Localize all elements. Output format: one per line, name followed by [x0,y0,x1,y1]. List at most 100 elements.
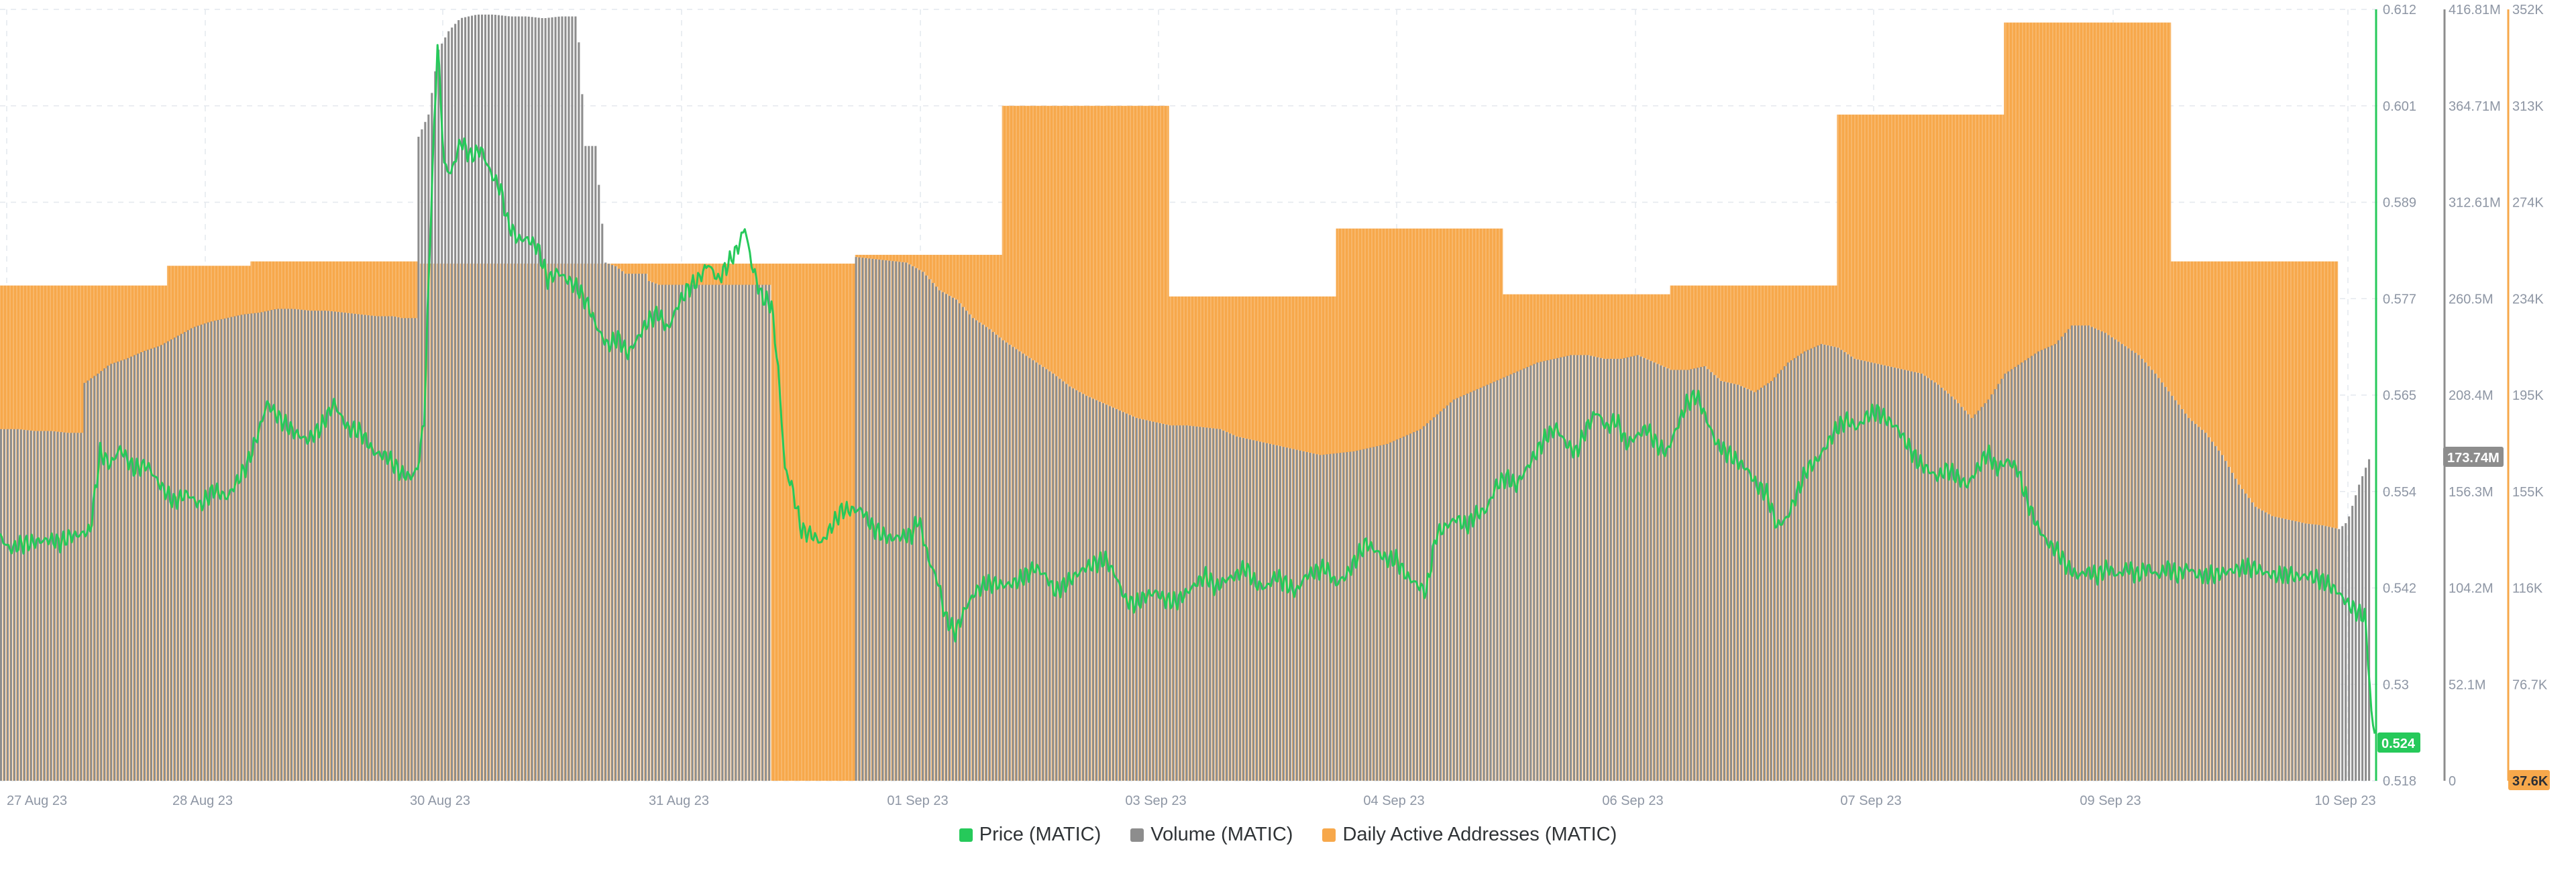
volume-bar [561,16,564,781]
volume-bar [985,327,988,781]
volume-bar [100,371,103,781]
volume-tick-label: 0 [2449,774,2456,789]
volume-bar [454,23,457,781]
volume-bar [1416,430,1419,781]
volume-bar [504,15,507,781]
volume-bar [1272,444,1275,781]
price-swatch [959,828,973,842]
volume-bar [50,431,53,781]
volume-bar [1148,421,1152,781]
volume-bar [1629,356,1633,781]
volume-bar [2154,374,2157,781]
legend-item-price[interactable]: Price (MATIC) [959,824,1101,846]
volume-bar [2311,524,2314,781]
volume-bar [1436,414,1439,781]
volume-bar [1055,376,1058,781]
legend-label-volume: Volume (MATIC) [1150,824,1293,845]
volume-bar [2134,353,2137,781]
volume-bar [2358,484,2361,781]
volume-bar [1730,383,1733,781]
volume-bar [2301,523,2304,781]
volume-bar [1162,424,1165,781]
volume-bar [537,17,541,781]
volume-bar [1202,427,1205,781]
volume-bar [2318,525,2320,781]
volume-bar [1713,375,1716,781]
volume-bar [427,114,430,781]
volume-bar [1012,347,1015,781]
volume-bar [2204,433,2207,781]
volume-bar [728,284,731,781]
volume-bar [1987,399,1990,781]
volume-bar [2338,529,2341,781]
volume-bar [1907,370,1910,781]
volume-bar [40,431,43,781]
volume-bar [1570,355,1572,781]
volume-bar [2114,339,2117,781]
volume-bar [765,284,767,781]
volume-bar [1373,447,1375,781]
volume-bar [254,313,256,781]
volume-bar [1573,355,1576,781]
volume-bar [468,16,470,781]
volume-bar [2288,519,2290,781]
volume-bar [1406,435,1409,781]
volume-bar [2034,353,2037,781]
volume-bar [527,16,531,781]
volume-bar [1256,441,1258,781]
volume-bar [588,146,590,781]
volume-bar [314,311,317,781]
volume-bar [1513,372,1515,781]
volume-bar [1833,347,1836,781]
volume-bar [1393,441,1395,781]
volume-bar [477,14,480,781]
volume-bar [2087,325,2090,781]
volume-bar [444,37,447,781]
volume-bar [397,317,400,781]
volume-bar [203,323,207,781]
volume-bar [1195,426,1198,781]
volume-bar [1780,370,1783,781]
volume-bar [1072,388,1075,781]
volume-bar [19,429,23,781]
volume-bar [333,311,337,781]
volume-bar [1596,357,1599,781]
volume-bar [66,433,69,781]
volume-swatch [1130,828,1144,842]
volume-bar [1840,349,1843,781]
volume-bar [183,331,186,781]
volume-bar [411,318,413,781]
volume-bar [1075,390,1078,781]
volume-bar [951,297,955,781]
daa-tick-label: 352K [2512,3,2544,17]
volume-bar [1266,443,1269,781]
legend-item-volume[interactable]: Volume (MATIC) [1130,824,1293,846]
volume-bar [938,290,941,781]
volume-bar [1239,437,1242,781]
volume-bar [1005,342,1008,781]
volume-bar [2171,396,2174,781]
x-tick-label: 03 Sep 23 [1125,794,1186,808]
volume-bar [387,316,390,781]
volume-bar [227,317,229,781]
volume-bar [1052,374,1055,781]
volume-bar [1864,361,1866,781]
volume-bar [654,283,657,781]
x-axis: 27 Aug 23 28 Aug 23 30 Aug 23 31 Aug 23 01 S… [7,794,2376,808]
volume-bar [1449,402,1452,781]
volume-bar [1727,382,1729,781]
volume-bar [634,274,637,781]
volume-bar [1960,406,1964,781]
volume-bar [1917,372,1920,781]
volume-bar [1994,389,1996,781]
volume-bar [1703,366,1706,781]
volume-bar [1526,367,1529,781]
volume-bar [133,355,136,781]
volume-bar [955,299,958,781]
price-tick-label: 0.542 [2383,582,2416,596]
legend-item-daa[interactable]: Daily Active Addresses (MATIC) [1322,824,1617,846]
volume-bar [2257,508,2261,781]
volume-bar [547,17,550,781]
volume-bar [1376,446,1379,781]
